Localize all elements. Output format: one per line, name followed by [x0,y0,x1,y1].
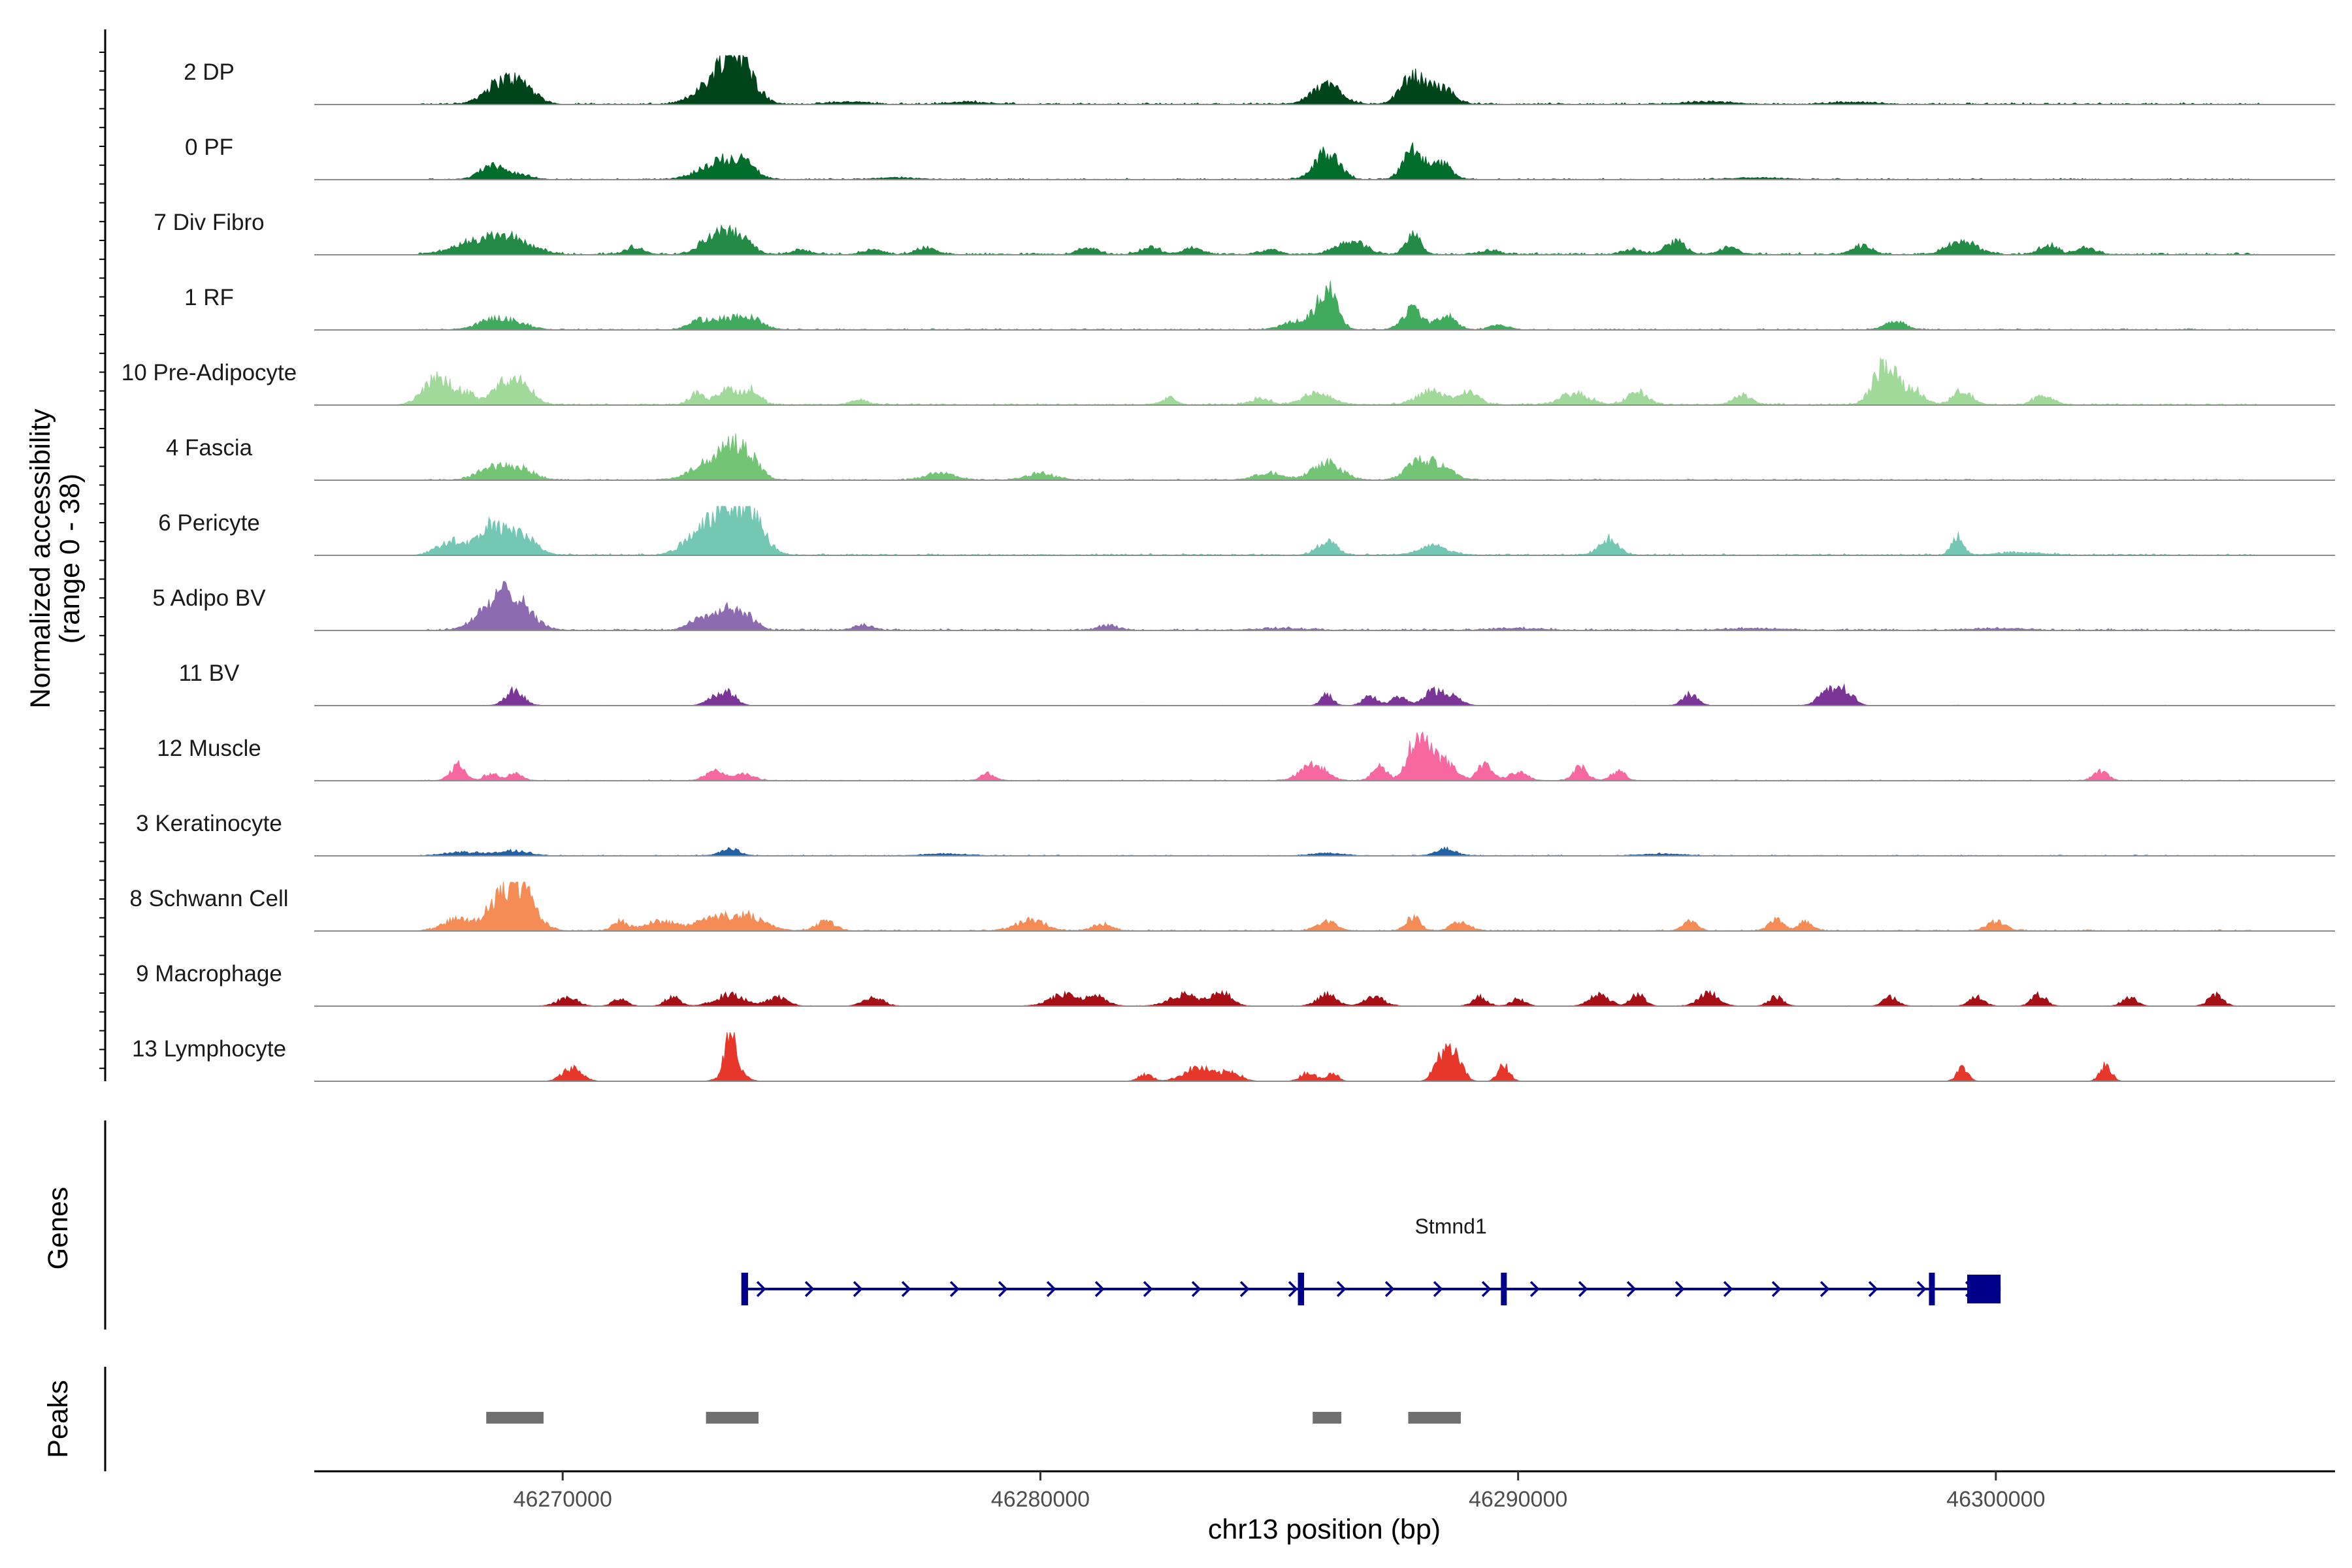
track-label-3-keratinocyte: 3 Keratinocyte [136,811,282,836]
strand-arrow [1916,1281,1927,1298]
x-tick-label: 46290000 [1469,1487,1567,1512]
strand-arrow [998,1281,1008,1298]
gene-exon [1929,1273,1935,1305]
strand-arrow [1771,1281,1782,1298]
strand-arrow [1820,1281,1830,1298]
x-tick-label: 46300000 [1946,1487,2045,1512]
track-9-macrophage: 9 Macrophage [136,961,2335,1007]
strand-arrow [756,1281,766,1298]
track-label-11-bv: 11 BV [179,661,240,686]
strand-arrow [901,1281,911,1298]
gene-track: Stmnd1 [741,1215,2001,1305]
peak-region [706,1412,759,1424]
peaks-panel-title: Peaks [42,1380,74,1458]
strand-arrow [1578,1281,1588,1298]
strand-arrow [1529,1281,1540,1298]
track-label-6-pericyte: 6 Pericyte [158,510,260,536]
track-10-pre-adipocyte: 10 Pre-Adipocyte [122,357,2335,406]
gene-label-stmnd1: Stmnd1 [1414,1215,1486,1238]
track-label-7-div-fibro: 7 Div Fibro [154,210,264,235]
coverage-area-7-div-fibro [314,224,2335,255]
coverage-tracks: 2 DP 0 PF 7 Div Fibro 1 RF 10 Pre-Adipocyte 4… [122,54,2335,1082]
peak-region [1313,1412,1342,1424]
peak-region [486,1412,544,1424]
coverage-y-ticks [99,52,105,1070]
track-3-keratinocyte: 3 Keratinocyte [136,811,2335,857]
strand-arrow [1723,1281,1733,1298]
track-label-9-macrophage: 9 Macrophage [136,961,282,987]
y-axis-title-line1: Normalized accessibility [25,408,56,708]
strand-arrow [1336,1281,1347,1298]
track-label-1-rf: 1 RF [184,285,234,310]
track-12-muscle: 12 Muscle [157,731,2335,781]
x-tick-label: 46270000 [514,1487,612,1512]
x-axis-title: chr13 position (bp) [1208,1514,1441,1545]
x-tick-label: 46280000 [991,1487,1090,1512]
strand-arrow [1433,1281,1443,1298]
strand-arrow [1143,1281,1153,1298]
y-axis-title-line2: (range 0 - 38) [54,474,86,644]
strand-arrow [1191,1281,1201,1298]
track-label-0-pf: 0 PF [185,135,233,160]
track-8-schwann-cell: 8 Schwann Cell [129,881,2335,932]
strand-arrow [1384,1281,1395,1298]
strand-arrow [1288,1281,1298,1298]
track-1-rf: 1 RF [184,280,2335,331]
strand-arrow [853,1281,863,1298]
track-label-12-muscle: 12 Muscle [157,736,261,761]
track-2-dp: 2 DP [184,54,2335,105]
strand-arrow [1481,1281,1492,1298]
coverage-area-8-schwann-cell [314,881,2335,932]
track-13-lymphocyte: 13 Lymphocyte [132,1032,2335,1082]
track-0-pf: 0 PF [185,135,2335,180]
peak-track [486,1412,1461,1424]
strand-arrow [1046,1281,1056,1298]
peak-region [1408,1412,1461,1424]
strand-arrow [804,1281,815,1298]
track-4-fascia: 4 Fascia [166,433,2335,481]
strand-arrow [1094,1281,1105,1298]
gene-exon [1298,1273,1305,1305]
gene-exon [1967,1275,2001,1303]
track-5-adipo-bv: 5 Adipo BV [152,581,2335,631]
track-label-5-adipo-bv: 5 Adipo BV [152,585,266,611]
track-6-pericyte: 6 Pericyte [158,506,2335,556]
gene-exon [1501,1273,1507,1305]
track-label-8-schwann-cell: 8 Schwann Cell [129,886,288,911]
track-label-4-fascia: 4 Fascia [166,435,253,461]
gene-exon [741,1273,748,1305]
strand-arrow [1674,1281,1685,1298]
strand-arrow [1868,1281,1878,1298]
strand-arrow [1239,1281,1250,1298]
track-label-2-dp: 2 DP [184,59,235,85]
x-axis-ticks: 46270000 46280000 46290000 46300000 [514,1471,2045,1512]
strand-arrow [949,1281,960,1298]
strand-arrow [1626,1281,1637,1298]
genes-panel-title: Genes [42,1187,74,1270]
track-11-bv: 11 BV [179,661,2335,706]
track-label-10-pre-adipocyte: 10 Pre-Adipocyte [122,360,297,385]
track-label-13-lymphocyte: 13 Lymphocyte [132,1036,286,1062]
track-7-div-fibro: 7 Div Fibro [154,210,2335,255]
